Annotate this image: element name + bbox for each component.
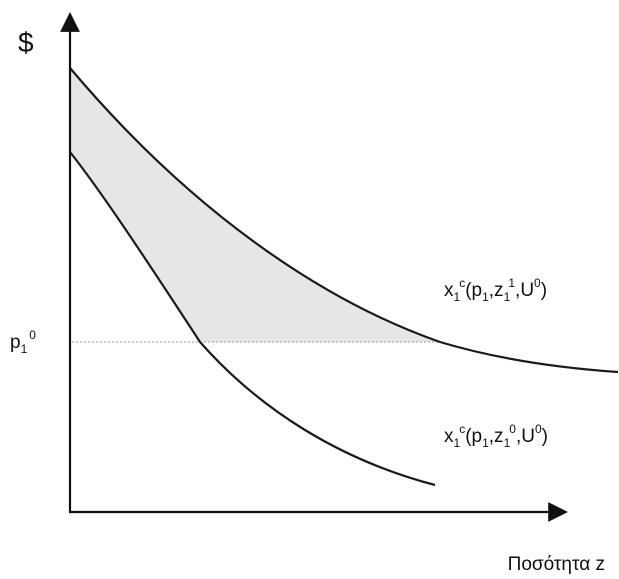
price-label: p10 — [10, 328, 36, 356]
curve-upper — [69, 67, 619, 374]
curve-lower — [69, 151, 436, 487]
curve-lower-label: x1c(p1,z10,U0) — [444, 422, 548, 450]
y-axis-label: $ — [18, 27, 34, 58]
x-axis-label: Ποσότητα z — [508, 554, 605, 575]
curve-upper-label: x1c(p1,z11,U0) — [444, 276, 547, 304]
shaded-area — [70, 68, 440, 342]
